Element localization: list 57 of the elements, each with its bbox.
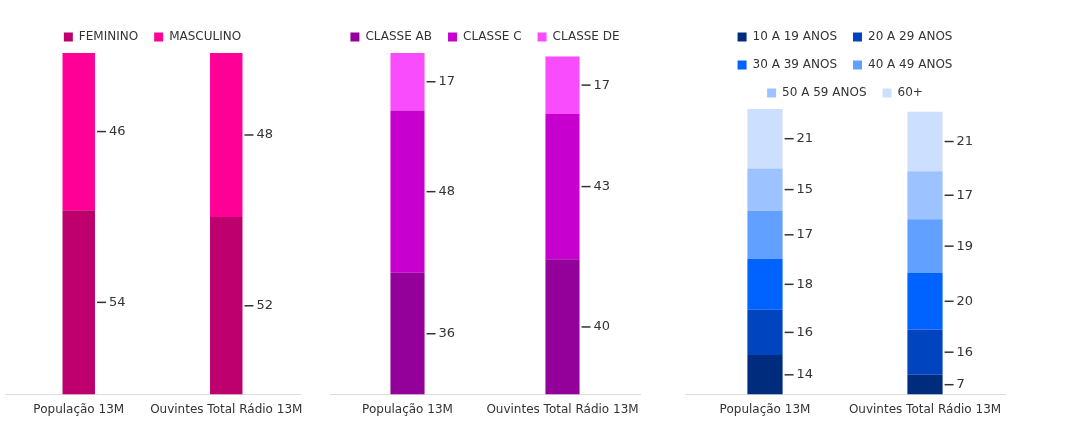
bar bbox=[390, 53, 425, 111]
bar bbox=[907, 374, 943, 395]
bar bbox=[545, 113, 580, 260]
data-label: 43 bbox=[593, 177, 611, 193]
legend-label: 50 A 59 ANOS bbox=[782, 85, 867, 100]
legend-label: 10 A 19 ANOS bbox=[752, 29, 838, 44]
bar bbox=[747, 168, 783, 211]
bar bbox=[390, 272, 425, 395]
data-label: 36 bbox=[438, 325, 456, 341]
bar bbox=[747, 309, 783, 356]
data-label: 16 bbox=[956, 343, 974, 359]
bar bbox=[390, 110, 425, 273]
data-label: 17 bbox=[956, 186, 974, 202]
bar bbox=[747, 210, 783, 259]
x-tick-label: Ouvintes Total Rádio 13M bbox=[150, 401, 303, 416]
legend-label: CLASSE C bbox=[463, 29, 522, 44]
data-label: 7 bbox=[956, 376, 965, 392]
data-label: 48 bbox=[256, 126, 274, 142]
data-label: 15 bbox=[796, 180, 814, 196]
data-label: 21 bbox=[796, 130, 814, 146]
data-label: 16 bbox=[796, 323, 814, 339]
bar bbox=[907, 329, 943, 375]
x-tick-label: População 13M bbox=[362, 401, 453, 416]
data-label: 21 bbox=[956, 132, 974, 148]
legend-label: 20 A 29 ANOS bbox=[868, 29, 953, 44]
data-label: 54 bbox=[108, 293, 126, 309]
data-label: 52 bbox=[256, 297, 274, 313]
data-label: 48 bbox=[438, 183, 456, 199]
legend-label: 30 A 39 ANOS bbox=[752, 57, 838, 72]
data-label: 18 bbox=[796, 275, 814, 291]
bar bbox=[907, 111, 943, 172]
legend-label: CLASSE AB bbox=[365, 29, 433, 44]
legend-label: FEMININO bbox=[78, 29, 139, 44]
bar bbox=[545, 259, 580, 395]
legend-label: CLASSE DE bbox=[552, 29, 620, 44]
bar bbox=[907, 171, 943, 220]
data-label: 17 bbox=[593, 76, 611, 92]
data-label: 40 bbox=[593, 318, 611, 334]
data-label: 20 bbox=[956, 292, 974, 308]
bar bbox=[747, 258, 783, 310]
data-label: 19 bbox=[956, 237, 974, 253]
bar bbox=[545, 56, 580, 114]
x-tick-label: Ouvintes Total Rádio 13M bbox=[486, 401, 639, 416]
legend-label: MASCULINO bbox=[169, 29, 242, 44]
legend-label: 60+ bbox=[897, 85, 923, 100]
x-tick-label: População 13M bbox=[33, 401, 125, 416]
x-tick-label: População 13M bbox=[719, 401, 811, 416]
bar bbox=[907, 219, 943, 274]
data-label: 17 bbox=[796, 226, 814, 242]
x-tick-label: Ouvintes Total Rádio 13M bbox=[848, 401, 1002, 416]
data-label: 14 bbox=[796, 366, 814, 382]
bar bbox=[907, 273, 943, 330]
data-label: 17 bbox=[438, 73, 456, 89]
bar bbox=[747, 355, 783, 395]
data-label: 46 bbox=[108, 122, 126, 138]
legend-label: 40 A 49 ANOS bbox=[868, 57, 953, 72]
bar bbox=[747, 109, 783, 169]
